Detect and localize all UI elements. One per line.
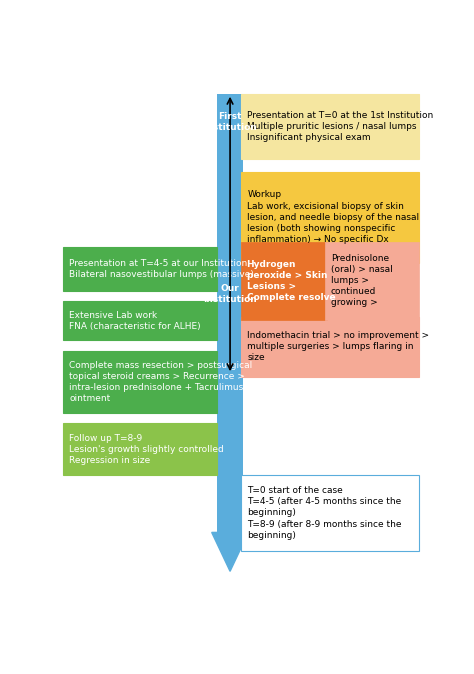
Text: T=0 start of the case
T=4-5 (after 4-5 months since the
beginning)
T=8-9 (after : T=0 start of the case T=4-5 (after 4-5 m… — [247, 486, 402, 540]
FancyBboxPatch shape — [241, 172, 419, 262]
FancyBboxPatch shape — [63, 247, 217, 291]
Polygon shape — [212, 532, 248, 572]
FancyBboxPatch shape — [241, 317, 419, 377]
Text: Presentation at T=4-5 at our Institution
Bilateral nasovestibular lumps (massive: Presentation at T=4-5 at our Institution… — [69, 259, 254, 279]
Text: Presentation at T=0 at the 1st Institution
Multiple pruritic lesions / nasal lum: Presentation at T=0 at the 1st Instituti… — [247, 111, 434, 142]
Text: Hydrogen
peroxide > Skin
Lesions >
Complete resolve: Hydrogen peroxide > Skin Lesions > Compl… — [246, 259, 335, 302]
FancyBboxPatch shape — [63, 423, 217, 475]
FancyBboxPatch shape — [241, 242, 327, 319]
FancyBboxPatch shape — [325, 242, 419, 319]
Text: Prednisolone
(oral) > nasal
lumps >
continued
growing >: Prednisolone (oral) > nasal lumps > cont… — [331, 254, 392, 307]
FancyBboxPatch shape — [241, 475, 419, 551]
Text: Follow up T=8-9
Lesion's growth slightly controlled
Regression in size: Follow up T=8-9 Lesion's growth slightly… — [69, 434, 224, 465]
FancyBboxPatch shape — [217, 94, 243, 532]
Text: Complete mass resection > postsurgical
topical steroid creams > Recurrence >
int: Complete mass resection > postsurgical t… — [69, 361, 253, 403]
Text: Indomethacin trial > no improvement >
multiple surgeries > lumps flaring in
size: Indomethacin trial > no improvement > mu… — [247, 331, 429, 363]
Text: Our
Institution: Our Institution — [203, 284, 257, 304]
FancyBboxPatch shape — [241, 94, 419, 159]
Text: Workup
Lab work, excisional biopsy of skin
lesion, and needle biopsy of the nasa: Workup Lab work, excisional biopsy of sk… — [247, 191, 419, 244]
FancyBboxPatch shape — [63, 301, 217, 340]
Text: Extensive Lab work
FNA (characteristic for ALHE): Extensive Lab work FNA (characteristic f… — [69, 311, 201, 331]
FancyBboxPatch shape — [63, 350, 217, 413]
Text: First
Institution: First Institution — [203, 113, 257, 133]
